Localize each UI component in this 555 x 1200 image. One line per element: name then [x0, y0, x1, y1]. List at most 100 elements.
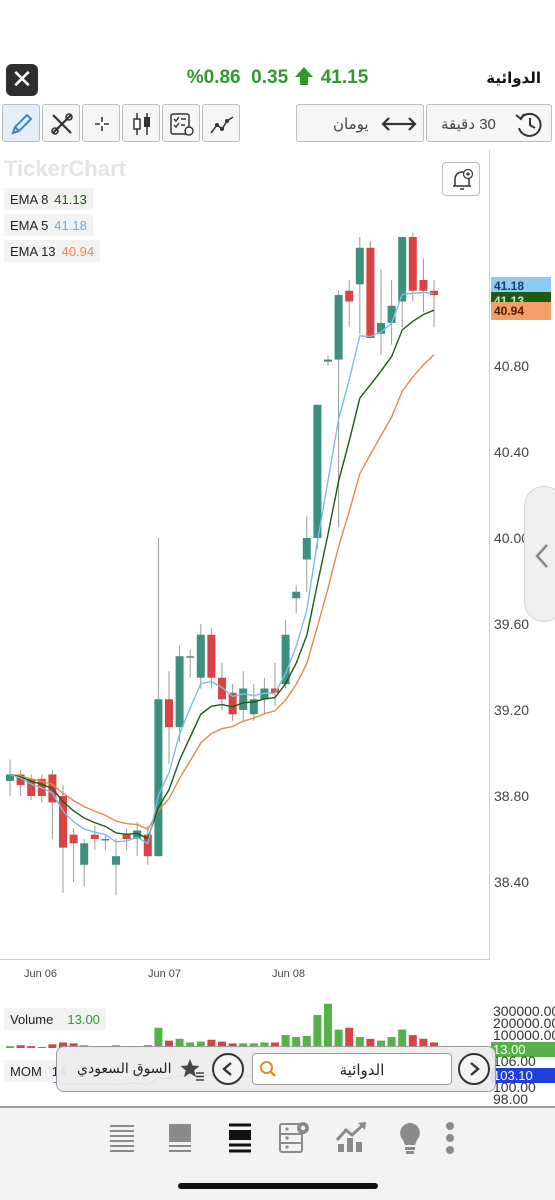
- indicators-icon: [170, 113, 194, 136]
- pencil-icon: [11, 113, 33, 135]
- ideas-icon: [400, 1123, 420, 1154]
- add-alert-button[interactable]: [442, 162, 480, 196]
- candle: [419, 258, 428, 313]
- side-panel-handle[interactable]: [524, 486, 555, 622]
- chevron-left-icon: [222, 1062, 232, 1076]
- drawing-tools-button[interactable]: [42, 104, 80, 142]
- volume-bar: [27, 1046, 36, 1048]
- candle: [101, 834, 110, 850]
- nav-quotes[interactable]: [160, 1118, 200, 1158]
- volume-bar: [260, 1042, 269, 1048]
- candle: [218, 662, 226, 710]
- mom-axis-100: 100.00: [493, 1079, 536, 1095]
- strategy-button[interactable]: [202, 104, 240, 142]
- volume-bar: [196, 1041, 205, 1048]
- candle: [186, 649, 195, 678]
- volume-bar: [59, 1042, 67, 1048]
- date-label: Jun 08: [272, 968, 306, 980]
- volume-bar: [345, 1027, 354, 1048]
- volume-bar: [292, 1036, 301, 1048]
- candle: [90, 826, 99, 850]
- price-tick-label: 39.60: [494, 616, 530, 632]
- price-tick-label: 38.80: [494, 788, 530, 804]
- price-tag: 40.94: [491, 302, 551, 320]
- candle: [175, 645, 184, 743]
- volume-bar: [207, 1039, 216, 1048]
- home-indicator: [178, 1183, 378, 1189]
- ema-label-5[interactable]: EMA 5 41.18: [4, 214, 93, 236]
- interval-label: 30 دقيقة: [441, 116, 496, 133]
- price-chart-area[interactable]: [0, 150, 490, 960]
- nav-ideas[interactable]: [390, 1118, 430, 1158]
- search-icon: [260, 1061, 276, 1077]
- crosshair-icon: [95, 117, 109, 131]
- crosshair-button[interactable]: [82, 104, 120, 142]
- volume-bar: [175, 1038, 184, 1048]
- candle: [228, 684, 237, 721]
- candle: [324, 355, 332, 366]
- interval-button[interactable]: 30 دقيقة: [426, 104, 552, 142]
- next-symbol-button[interactable]: [458, 1053, 490, 1085]
- tools-settings-icon: [279, 1122, 309, 1153]
- ema-13-line: [9, 354, 435, 831]
- volume-bar: [239, 1043, 248, 1048]
- volume-bar: [430, 1042, 438, 1048]
- symbol-search-value: الدوائية: [339, 1062, 385, 1079]
- nav-analysis[interactable]: [332, 1118, 372, 1158]
- candle: [80, 839, 89, 887]
- candle: [366, 241, 375, 339]
- close-icon: ✕: [11, 65, 33, 95]
- candle: [133, 821, 142, 857]
- candle: [143, 826, 152, 865]
- pencil-tool-button[interactable]: [2, 104, 40, 142]
- candle: [355, 237, 364, 334]
- market-selector[interactable]: السوق السعودي: [77, 1060, 172, 1076]
- candle: [260, 677, 269, 715]
- bell-plus-icon: [453, 168, 474, 190]
- candle: [154, 538, 163, 857]
- volume-axis-200k: 200000.00: [493, 1015, 555, 1031]
- candle: [69, 828, 78, 882]
- price-tick-label: 39.20: [494, 702, 530, 718]
- ema-label-8[interactable]: EMA 8 41.13: [4, 188, 93, 210]
- candlestick-chart[interactable]: [0, 150, 490, 960]
- volume-bar: [48, 1044, 57, 1048]
- candle: [48, 770, 57, 839]
- volume-bar: [398, 1029, 407, 1048]
- candle: [345, 280, 354, 328]
- volume-label[interactable]: Volume 13.00: [4, 1008, 106, 1030]
- up-arrow-icon: [295, 67, 314, 85]
- mom-axis-98: 98.00: [493, 1091, 529, 1107]
- candle: [313, 404, 322, 549]
- star-list-icon[interactable]: [179, 1057, 205, 1083]
- date-label: Jun 07: [148, 968, 182, 980]
- nav-more[interactable]: [430, 1118, 470, 1158]
- chart-icon: [229, 1123, 251, 1153]
- nav-watchlist[interactable]: [102, 1118, 142, 1158]
- analysis-icon: [335, 1122, 366, 1152]
- chart-type-button[interactable]: [122, 104, 160, 142]
- previous-symbol-button[interactable]: [212, 1053, 244, 1085]
- candlestick-type-icon: [133, 113, 150, 135]
- volume-bar: [302, 1036, 311, 1048]
- symbol-search-input[interactable]: الدوائية: [252, 1053, 452, 1085]
- ema-label-13[interactable]: EMA 13 40.94: [4, 240, 101, 262]
- ema-8-line: [9, 309, 435, 840]
- candle: [59, 785, 67, 893]
- candle: [6, 759, 14, 796]
- nav-tools[interactable]: [274, 1118, 314, 1158]
- close-button[interactable]: ✕: [6, 64, 38, 96]
- candle: [16, 770, 25, 796]
- indicators-button[interactable]: [162, 104, 200, 142]
- volume-bar: [249, 1043, 258, 1048]
- volume-bar: [366, 1038, 375, 1048]
- volume-bar: [154, 1027, 163, 1048]
- volume-bar: [69, 1043, 78, 1048]
- candle: [430, 280, 438, 328]
- more-icon: [446, 1122, 454, 1154]
- range-button[interactable]: يومان: [296, 104, 424, 142]
- candle: [292, 585, 301, 614]
- nav-chart[interactable]: [220, 1118, 260, 1158]
- volume-bar: [271, 1042, 279, 1048]
- volume-bar: [37, 1047, 46, 1048]
